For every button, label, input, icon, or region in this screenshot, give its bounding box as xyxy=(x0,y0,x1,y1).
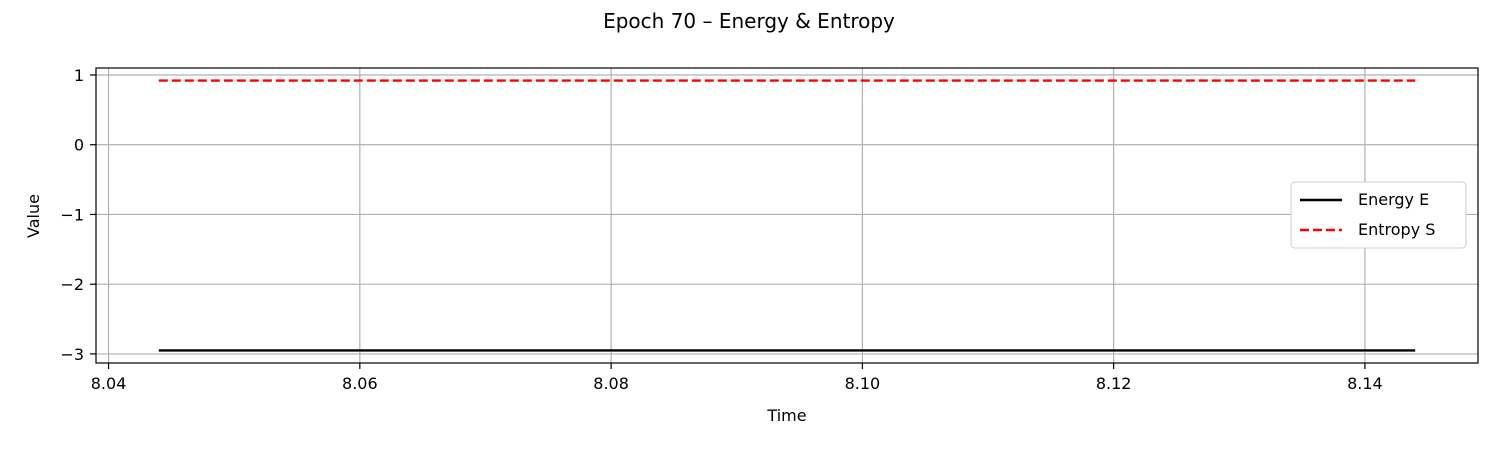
x-tick-label: 8.14 xyxy=(1347,374,1383,393)
legend-label-entropy: Entropy S xyxy=(1358,220,1435,239)
plot-frame xyxy=(95,67,1479,364)
y-tick-label: −2 xyxy=(60,275,84,294)
y-tick-label: 0 xyxy=(74,136,84,155)
series-layer xyxy=(158,79,1416,352)
x-tick-label: 8.04 xyxy=(91,374,127,393)
legend: Energy E Entropy S xyxy=(1290,181,1467,249)
y-tick-label: −1 xyxy=(60,205,84,224)
x-tick-label: 8.10 xyxy=(845,374,881,393)
grid xyxy=(96,68,1478,363)
legend-label-energy: Energy E xyxy=(1358,190,1429,209)
legend-box xyxy=(1290,181,1467,249)
x-tick-label: 8.12 xyxy=(1096,374,1132,393)
axis-ticks: 8.04 8.06 8.08 8.10 8.12 8.14 1 0 −1 −2 −3 xyxy=(60,66,1382,393)
x-axis-label: Time xyxy=(766,406,806,425)
x-tick-label: 8.08 xyxy=(593,374,629,393)
y-tick-label: 1 xyxy=(74,66,84,85)
y-axis-label: Value xyxy=(24,194,43,238)
x-tick-label: 8.06 xyxy=(342,374,378,393)
y-tick-label: −3 xyxy=(60,345,84,364)
chart-title: Epoch 70 – Energy & Entropy xyxy=(603,9,895,33)
